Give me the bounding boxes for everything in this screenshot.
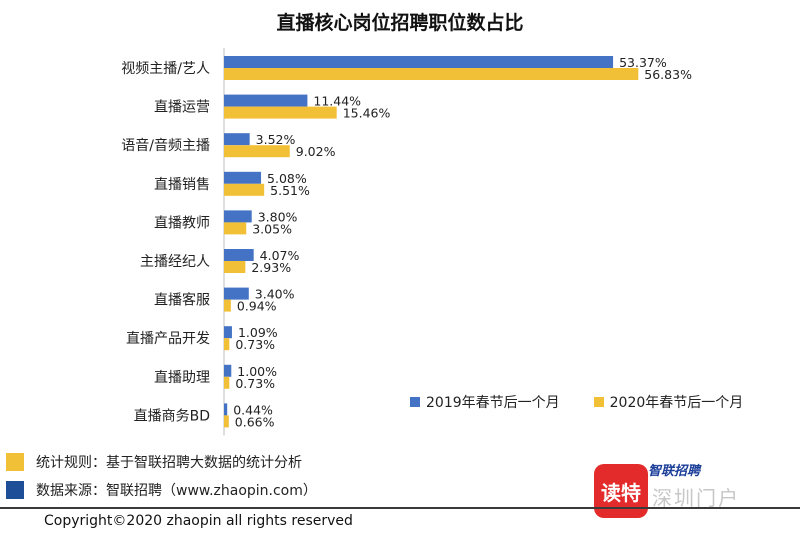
- bar-2019: [224, 56, 614, 68]
- bar-2020: [224, 68, 639, 80]
- data-label-2020: 15.46%: [343, 106, 391, 121]
- data-label-2020: 3.05%: [252, 221, 292, 236]
- bar-2019: [224, 326, 232, 339]
- bar-2019: [224, 403, 228, 416]
- data-label-2020: 5.51%: [270, 183, 310, 198]
- data-label-2019: 4.07%: [260, 248, 300, 263]
- bar-2020: [224, 338, 230, 351]
- data-label-2020: 0.73%: [235, 337, 275, 352]
- data-label-2019: 3.40%: [255, 287, 295, 302]
- footer-divider: [0, 507, 800, 509]
- category-label: 直播助理: [154, 369, 210, 386]
- bar-2020: [224, 183, 265, 196]
- category-label: 直播产品开发: [126, 330, 210, 347]
- data-label-2020: 2.93%: [251, 260, 291, 275]
- bar-2019: [224, 171, 262, 184]
- legend-swatch-2020: [593, 397, 604, 407]
- category-label: 主播经纪人: [140, 254, 210, 270]
- category-label: 视频主播/艺人: [121, 61, 210, 77]
- data-label-2020: 56.83%: [644, 67, 692, 82]
- data-label-2019: 1.00%: [237, 364, 277, 379]
- note-rule-text: 统计规则：基于智联招聘大数据的统计分析: [36, 455, 302, 471]
- bar-2019: [224, 210, 252, 223]
- data-label-2019: 0.44%: [233, 402, 273, 417]
- bar-2019: [224, 94, 308, 107]
- bar-2019: [224, 287, 249, 300]
- brand-portal-text: 深圳门户: [652, 486, 740, 510]
- data-label-2020: 0.66%: [235, 414, 275, 429]
- category-label: 直播运营: [154, 99, 210, 116]
- note-source: 数据来源：智联招聘（www.zhaopin.com）: [6, 476, 317, 504]
- data-label-2020: 9.02%: [296, 144, 336, 159]
- bar-2020: [224, 261, 246, 273]
- data-label-2019: 11.44%: [313, 94, 361, 109]
- chart-legend: 2019年春节后一个月 2020年春节后一个月: [410, 392, 743, 412]
- note-source-swatch: [6, 481, 24, 499]
- bar-2020: [224, 106, 337, 119]
- bar-2019: [224, 133, 250, 146]
- category-label: 语音/音频主播: [121, 137, 210, 154]
- bar-chart: 视频主播/艺人 53.37%56.83% 直播运营 11.44%15.46% 语音/音频…: [121, 48, 692, 436]
- bar-2020: [224, 145, 290, 158]
- data-label-2019: 1.09%: [238, 325, 278, 340]
- data-label-2019: 3.80%: [258, 209, 298, 224]
- bar-2020: [224, 222, 247, 235]
- legend-item-2019: 2019年春节后一个月: [410, 392, 560, 412]
- data-label-2020: 0.94%: [237, 299, 277, 314]
- note-source-text: 数据来源：智联招聘（www.zhaopin.com）: [36, 483, 317, 499]
- brand-watermark: 读特 智联招聘 深圳门户: [590, 460, 790, 524]
- bar-2020: [224, 415, 229, 428]
- legend-label-2019: 2019年春节后一个月: [426, 395, 560, 411]
- footnotes: 统计规则：基于智联招聘大数据的统计分析 数据来源：智联招聘（www.zhaopi…: [6, 448, 317, 504]
- data-label-2019: 53.37%: [619, 55, 667, 70]
- chart-title: 直播核心岗位招聘职位数占比: [276, 12, 524, 34]
- category-label: 直播教师: [154, 214, 210, 231]
- bar-2019: [224, 249, 254, 261]
- copyright-text: Copyright©2020 zhaopin all rights reserv…: [44, 513, 353, 529]
- legend-label-2020: 2020年春节后一个月: [609, 395, 744, 411]
- brand-badge-icon: 读特: [594, 464, 648, 518]
- category-label: 直播客服: [154, 292, 210, 309]
- data-label-2019: 3.52%: [256, 132, 296, 147]
- data-label-2020: 0.73%: [235, 376, 275, 391]
- category-label: 直播商务BD: [134, 407, 210, 424]
- bar-2020: [224, 299, 231, 312]
- data-label-2019: 5.08%: [267, 171, 307, 186]
- bar-2019: [224, 364, 232, 377]
- legend-swatch-2019: [410, 397, 420, 407]
- note-rule-swatch: [6, 453, 24, 471]
- brand-zhaopin-logo: 智联招聘: [648, 464, 701, 479]
- legend-item-2020: 2020年春节后一个月: [593, 392, 744, 412]
- bar-2020: [224, 376, 230, 389]
- category-label: 直播销售: [154, 176, 210, 193]
- note-rule: 统计规则：基于智联招聘大数据的统计分析: [6, 448, 317, 476]
